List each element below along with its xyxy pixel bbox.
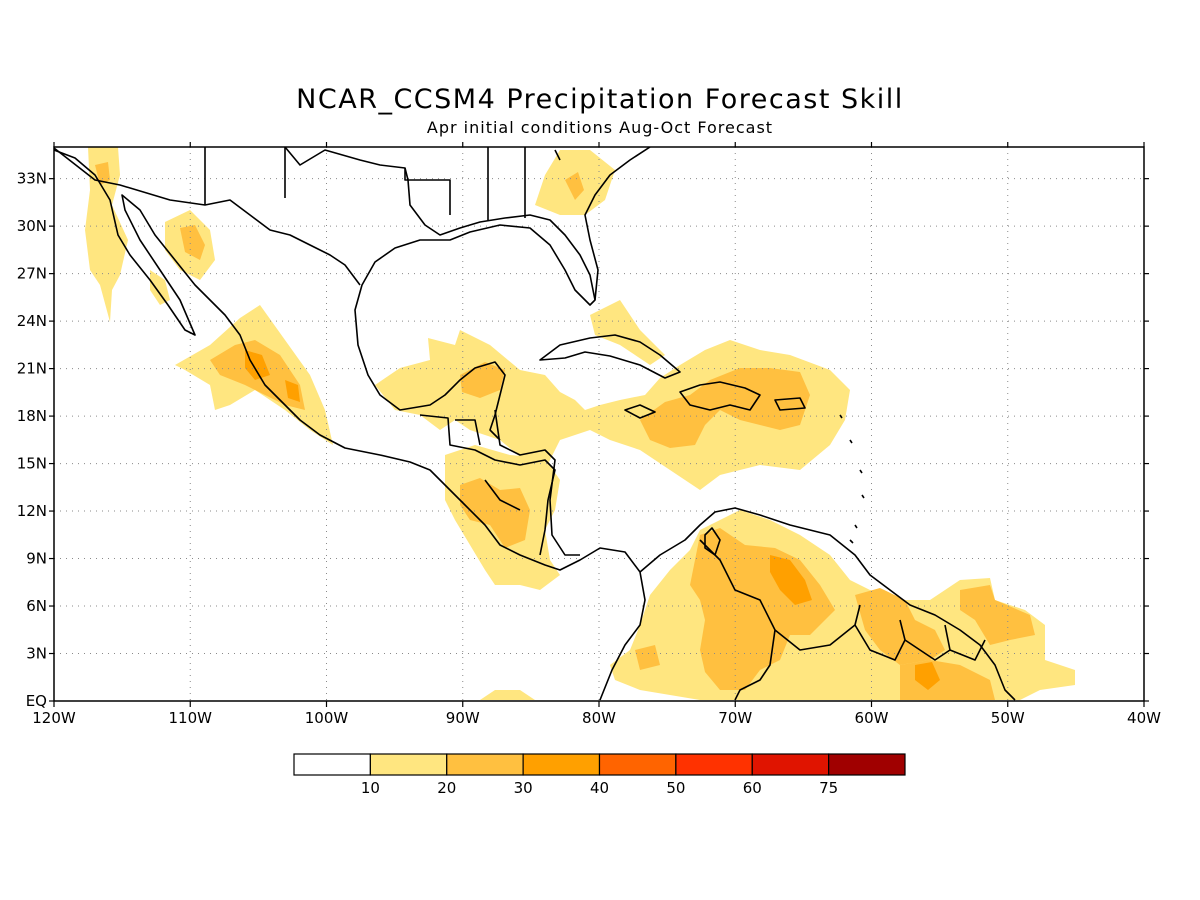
y-tick-label: 21N — [17, 360, 47, 378]
y-tick-label: 9N — [26, 550, 47, 568]
map-subtitle: Apr initial conditions Aug-Oct Forecast — [426, 118, 774, 137]
colorbar-label: 20 — [437, 779, 456, 797]
y-tick-label: 33N — [17, 170, 47, 188]
colorbar-label: 40 — [590, 779, 609, 797]
colorbar-labels: 10 20 30 40 50 60 75 — [361, 779, 838, 797]
y-tick-label: 3N — [26, 645, 47, 663]
y-tick-label: 30N — [17, 217, 47, 235]
x-tick-label: 50W — [991, 709, 1025, 727]
colorbar-label: 10 — [361, 779, 380, 797]
pacific-coastline — [54, 149, 646, 701]
x-tick-label: 40W — [1127, 709, 1161, 727]
y-tick-label: 15N — [17, 455, 47, 473]
x-tick-label: 120W — [32, 709, 76, 727]
skill-shading — [85, 147, 1075, 700]
axis-ticks: 120W 110W 100W 90W 80W 70W 60W 50W 40W EQ 3N 6N 9N 12… — [17, 142, 1161, 727]
y-tick-label: 12N — [17, 502, 47, 520]
colorbar-box — [369, 753, 448, 776]
x-tick-label: 110W — [169, 709, 213, 727]
colorbar-box — [522, 753, 601, 776]
colorbar-box — [293, 753, 371, 776]
x-tick-label: 60W — [855, 709, 889, 727]
colorbar-label: 75 — [819, 779, 838, 797]
y-tick-label: EQ — [26, 692, 47, 710]
cuba-outline — [539, 334, 681, 379]
y-tick-label: 24N — [17, 312, 47, 330]
se-us-coastline — [584, 147, 651, 301]
colorbar-label: 30 — [514, 779, 533, 797]
map-title: NCAR_CCSM4 Precipitation Forecast Skill — [296, 84, 904, 115]
colorbar-box — [675, 753, 753, 776]
x-tick-label: 80W — [582, 709, 616, 727]
y-tick-label: 6N — [26, 597, 47, 615]
y-tick-label: 27N — [17, 265, 47, 283]
colorbar-box — [446, 753, 524, 776]
colorbar-box — [751, 753, 830, 776]
x-tick-label: 100W — [305, 709, 349, 727]
gulf-coastline — [284, 147, 596, 441]
colorbar-box — [828, 753, 906, 776]
south-america-coastline — [639, 507, 1016, 701]
colorbar-box — [598, 753, 677, 776]
x-tick-label: 70W — [718, 709, 752, 727]
us-mexico-border — [54, 147, 361, 286]
x-tick-label: 90W — [446, 709, 480, 727]
colorbar-label: 60 — [743, 779, 762, 797]
hispaniola-outline — [679, 381, 761, 411]
colorbar-boxes — [293, 753, 906, 776]
skill-30-40-areas — [245, 350, 940, 690]
coastlines-and-borders — [54, 147, 1016, 701]
y-tick-label: 18N — [17, 407, 47, 425]
colorbar-label: 50 — [666, 779, 685, 797]
gridlines — [54, 147, 1144, 701]
